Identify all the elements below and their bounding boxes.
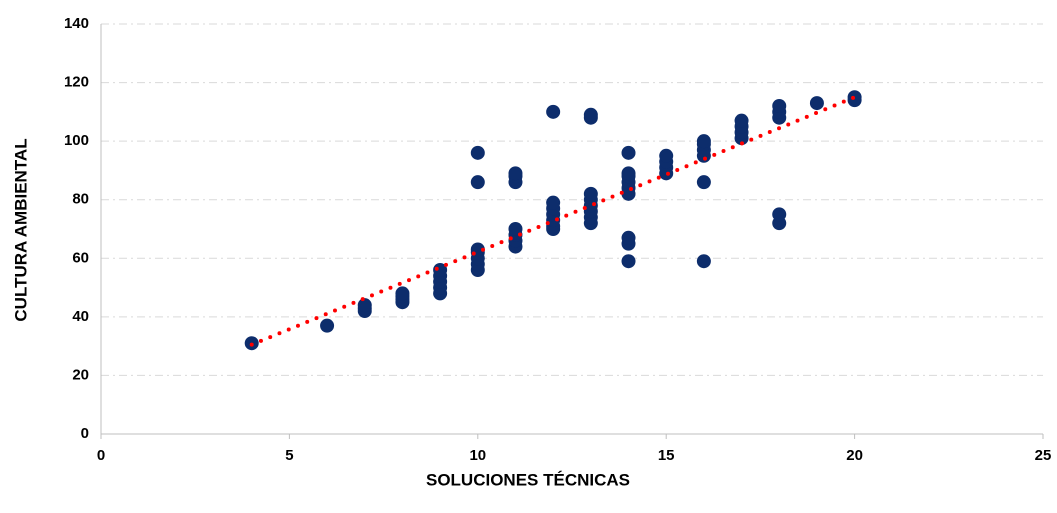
point: [696, 175, 711, 190]
y-tick-label: 120: [64, 74, 89, 91]
x-tick-label: 25: [1035, 447, 1052, 464]
y-tick-label: 0: [81, 425, 89, 442]
point: [583, 186, 598, 201]
point: [395, 286, 410, 301]
trendline: [249, 95, 857, 347]
point: [696, 254, 711, 269]
x-axis-label: SOLUCIONES TÉCNICAS: [426, 470, 630, 489]
point: [621, 254, 636, 269]
y-tick-label: 20: [72, 366, 89, 383]
point: [734, 113, 749, 128]
point: [772, 99, 787, 113]
point: [546, 195, 561, 210]
point: [546, 104, 561, 119]
point: [508, 222, 523, 236]
x-tick-label: 20: [846, 447, 863, 464]
point: [470, 175, 485, 190]
y-tick-label: 140: [64, 15, 89, 32]
point: [357, 298, 372, 313]
y-axis-label: CULTURA AMBIENTAL: [11, 138, 30, 321]
y-tick-label: 60: [72, 249, 89, 266]
point: [809, 96, 824, 111]
point: [508, 166, 523, 181]
x-tick-label: 15: [658, 447, 675, 464]
point: [621, 166, 636, 181]
y-tick-label: 100: [64, 132, 89, 149]
point: [433, 263, 448, 277]
point: [621, 145, 636, 160]
x-tick-label: 10: [469, 447, 486, 464]
x-tick-label: 0: [97, 447, 105, 464]
point: [696, 134, 711, 149]
point: [659, 148, 674, 163]
point: [583, 107, 598, 122]
y-tick-label: 40: [72, 308, 89, 325]
y-tick-label: 80: [72, 191, 89, 208]
point: [621, 230, 636, 245]
x-tick-label: 5: [285, 447, 293, 464]
point: [772, 207, 787, 222]
point: [470, 145, 485, 160]
point: [320, 318, 335, 333]
